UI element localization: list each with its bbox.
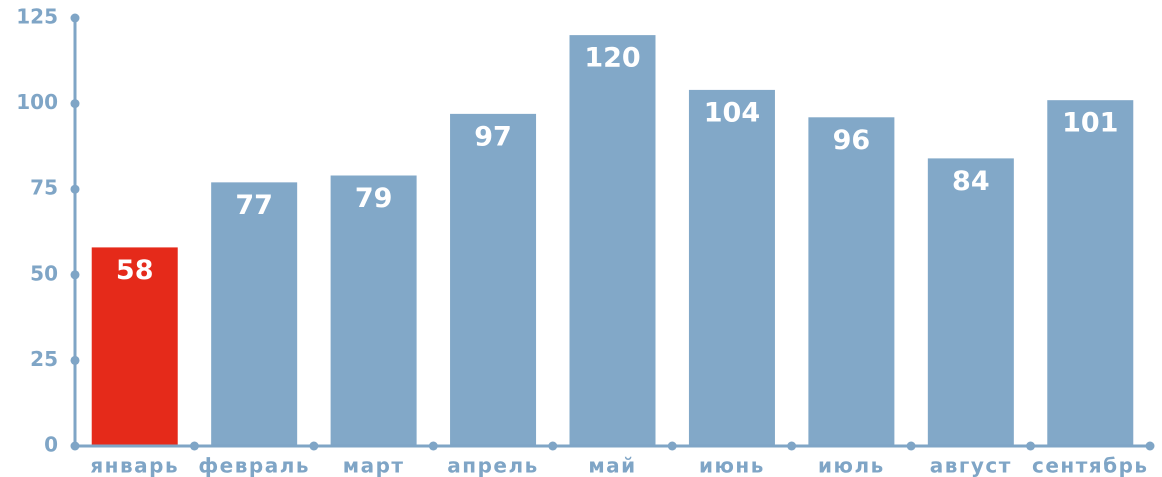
bar: [927, 158, 1014, 446]
bar: [211, 182, 298, 447]
y-tick-label: 50: [30, 261, 58, 285]
y-tick-mark: [70, 355, 80, 365]
x-tick-label: май: [588, 454, 636, 477]
bar: [688, 89, 775, 447]
x-tick-label: январь: [90, 454, 179, 477]
y-tick-label: 25: [30, 347, 58, 371]
x-divider-dot: [548, 441, 558, 451]
x-tick-label: июль: [818, 454, 885, 477]
x-tick-label: сентябрь: [1032, 454, 1149, 477]
x-divider-dot: [309, 441, 319, 451]
value-label: 96: [833, 125, 871, 156]
x-tick-label: февраль: [198, 454, 310, 477]
bar: [330, 175, 417, 446]
x-tick-label: август: [930, 454, 1012, 477]
value-label: 101: [1062, 108, 1118, 139]
x-divider-dot: [1026, 441, 1036, 451]
x-divider-dot: [906, 441, 916, 451]
x-tick-label: июнь: [699, 454, 765, 477]
x-divider-dot: [667, 441, 677, 451]
value-label: 77: [235, 190, 273, 221]
bar: [1047, 100, 1134, 447]
y-tick-label: 125: [16, 5, 58, 29]
value-label: 79: [355, 183, 393, 214]
value-label: 104: [704, 97, 760, 128]
bar: [450, 113, 537, 446]
x-divider-dot: [428, 441, 438, 451]
value-label: 120: [584, 43, 640, 74]
x-divider-dot: [1145, 441, 1155, 451]
x-tick-label: март: [343, 454, 405, 477]
x-divider-dot: [189, 441, 199, 451]
bar: [569, 35, 656, 447]
x-tick-label: апрель: [447, 454, 539, 477]
value-label: 58: [116, 255, 154, 286]
bar: [91, 247, 178, 446]
y-tick-mark: [70, 270, 80, 280]
y-tick-label: 75: [30, 176, 58, 200]
y-tick-mark: [70, 13, 80, 23]
value-label: 97: [474, 121, 512, 152]
value-label: 84: [952, 166, 990, 197]
y-tick-label: 100: [16, 90, 58, 114]
y-tick-mark: [70, 184, 80, 194]
bar: [808, 117, 895, 447]
y-tick-label: 0: [44, 433, 58, 457]
y-tick-mark: [70, 441, 80, 451]
x-divider-dot: [787, 441, 797, 451]
y-tick-mark: [70, 99, 80, 109]
